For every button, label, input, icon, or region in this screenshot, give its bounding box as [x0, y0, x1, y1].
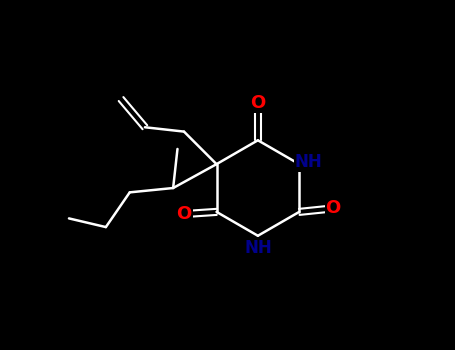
Text: O: O	[250, 94, 266, 112]
Text: NH: NH	[244, 239, 272, 257]
Text: O: O	[325, 199, 341, 217]
Text: O: O	[177, 205, 192, 223]
Text: NH: NH	[295, 153, 323, 171]
